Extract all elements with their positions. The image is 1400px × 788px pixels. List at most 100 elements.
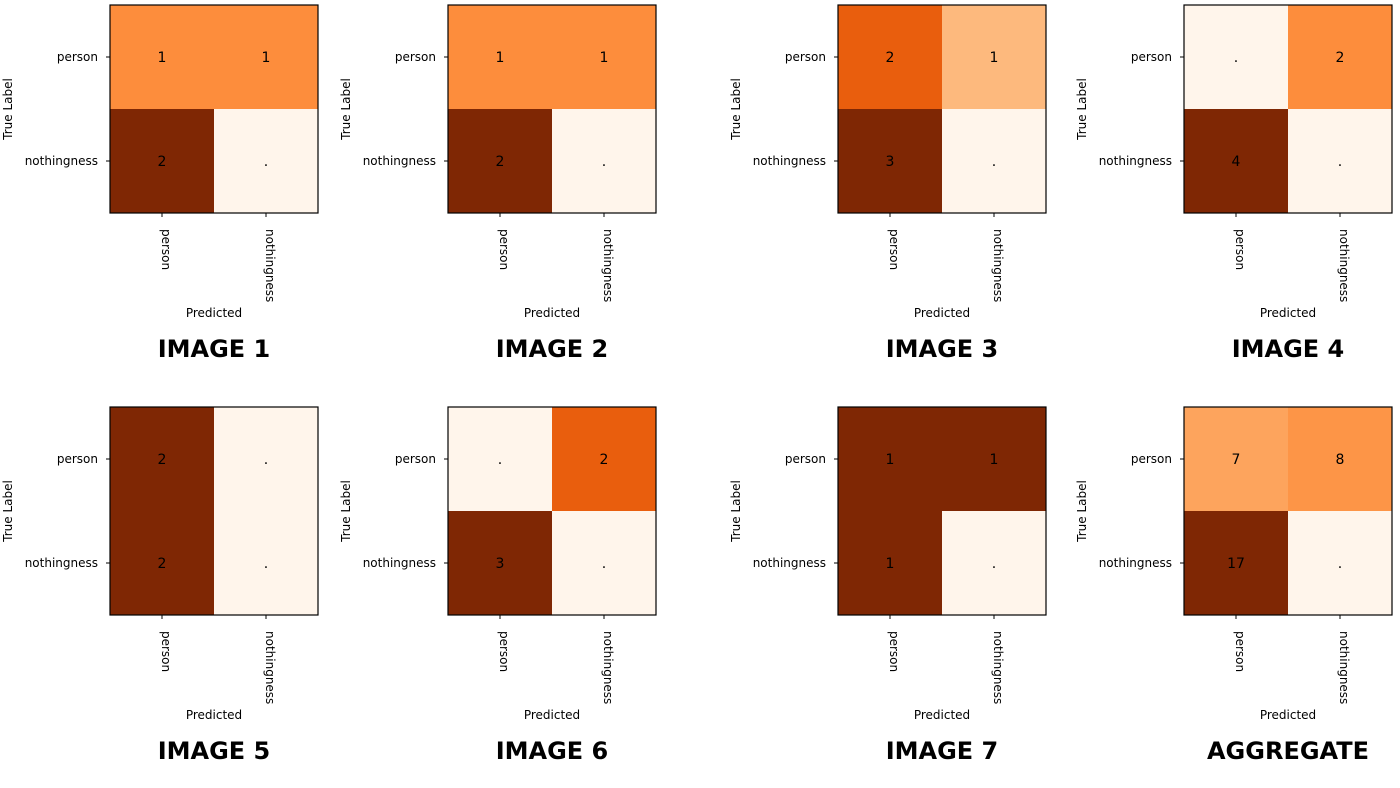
heatmap-cell [110,109,214,213]
x-tick-label: nothingness [1337,229,1351,302]
heatmap-cell [448,511,552,615]
x-tick-label: nothingness [263,631,277,704]
panel-title: IMAGE 6 [496,737,609,765]
heatmap-cell [838,5,942,109]
cell-value-label: . [1234,50,1238,66]
x-axis-label: Predicted [1260,708,1316,722]
panel-title: IMAGE 1 [158,335,271,363]
y-tick-label: nothingness [25,154,98,168]
x-tick-label: nothingness [601,229,615,302]
heatmap-cell [1288,511,1392,615]
heatmap-cell [110,511,214,615]
cell-value-label: 1 [886,556,895,572]
y-tick-label: nothingness [753,154,826,168]
cell-value-label: 2 [158,556,167,572]
heatmap-cell [1184,407,1288,511]
heatmap-cell [838,511,942,615]
cell-value-label: 3 [886,154,895,170]
cell-value-label: 2 [1336,50,1345,66]
cell-value-label: . [264,556,268,572]
y-axis-label: True Label [339,480,353,543]
cell-value-label: 2 [496,154,505,170]
x-tick-label: nothingness [263,229,277,302]
cell-value-label: . [602,556,606,572]
y-tick-label: person [785,50,826,64]
confusion-matrix-panel: 1 1 1 . person nothingness person nothingness Tr… [729,406,1047,765]
confusion-matrix-panel: 1 1 2 . person nothingness person nothingness Tr… [1,4,319,363]
panel-title: IMAGE 3 [886,335,999,363]
heatmap-cell [552,511,656,615]
y-axis-label: True Label [1075,480,1089,543]
heatmap-cell [1288,109,1392,213]
heatmap-cell [838,109,942,213]
x-tick-label: nothingness [991,229,1005,302]
heatmap-cell [838,407,942,511]
y-tick-label: person [57,50,98,64]
plot-frame [837,406,1047,616]
confusion-matrix-panel: 7 8 17 . person nothingness person nothingness T… [1075,406,1393,765]
heatmap-cell [448,407,552,511]
plot-frame [109,4,319,214]
cell-value-label: 1 [990,50,999,66]
y-axis-label: True Label [1075,78,1089,141]
cell-value-label: . [264,154,268,170]
confusion-matrix-panel: . 2 4 . person nothingness person nothingness Tr… [1075,4,1393,363]
heatmap-cell [1184,109,1288,213]
x-tick-label: person [497,631,511,672]
heatmap-cell [942,511,1046,615]
cell-value-label: 2 [886,50,895,66]
cell-value-label: 2 [158,154,167,170]
heatmap-cell [552,407,656,511]
cell-value-label: . [1338,154,1342,170]
cell-value-label: 7 [1232,452,1241,468]
heatmap-cell [1184,5,1288,109]
x-axis-label: Predicted [914,708,970,722]
cell-value-label: 2 [158,452,167,468]
panel-title: AGGREGATE [1207,737,1369,765]
heatmap-cell [214,511,318,615]
heatmap-cell [448,5,552,109]
cell-value-label: 1 [990,452,999,468]
y-tick-label: person [57,452,98,466]
heatmap-cell [552,5,656,109]
y-tick-label: nothingness [753,556,826,570]
y-tick-label: person [1131,452,1172,466]
y-tick-label: nothingness [1099,556,1172,570]
x-axis-label: Predicted [524,708,580,722]
x-axis-label: Predicted [186,708,242,722]
cell-value-label: . [498,452,502,468]
cell-value-label: . [602,154,606,170]
plot-frame [447,4,657,214]
heatmap-cell [1288,5,1392,109]
heatmap-cell [942,407,1046,511]
confusion-matrix-panel: 1 1 2 . person nothingness person nothingness Tr… [339,4,657,363]
confusion-matrix-panel: . 2 3 . person nothingness person nothingness Tr… [339,406,657,765]
confusion-matrix-panel: 2. 2 . person nothingness person nothingness Tr… [1,406,319,765]
heatmap-cell [448,109,552,213]
y-tick-label: nothingness [363,556,436,570]
cell-value-label: . [1338,556,1342,572]
y-tick-label: nothingness [1099,154,1172,168]
x-tick-label: person [1233,229,1247,270]
plot-frame [447,406,657,616]
panel-title: IMAGE 4 [1232,335,1345,363]
x-tick-label: person [497,229,511,270]
panel-title: IMAGE 7 [886,737,999,765]
x-tick-label: nothingness [991,631,1005,704]
heatmap-cell [1184,511,1288,615]
panel-title: IMAGE 5 [158,737,271,765]
heatmap-cell [214,407,318,511]
x-tick-label: person [159,229,173,270]
y-axis-label: True Label [1,480,15,543]
x-tick-label: person [159,631,173,672]
cell-value-label: 4 [1232,154,1241,170]
cell-value-label: . [264,452,268,468]
x-tick-label: person [887,631,901,672]
y-axis-label: True Label [729,78,743,141]
panel-title: IMAGE 2 [496,335,609,363]
plot-frame [1183,406,1393,616]
heatmap-cell [942,5,1046,109]
x-axis-label: Predicted [1260,306,1316,320]
plot-frame [109,406,319,616]
y-axis-label: True Label [729,480,743,543]
